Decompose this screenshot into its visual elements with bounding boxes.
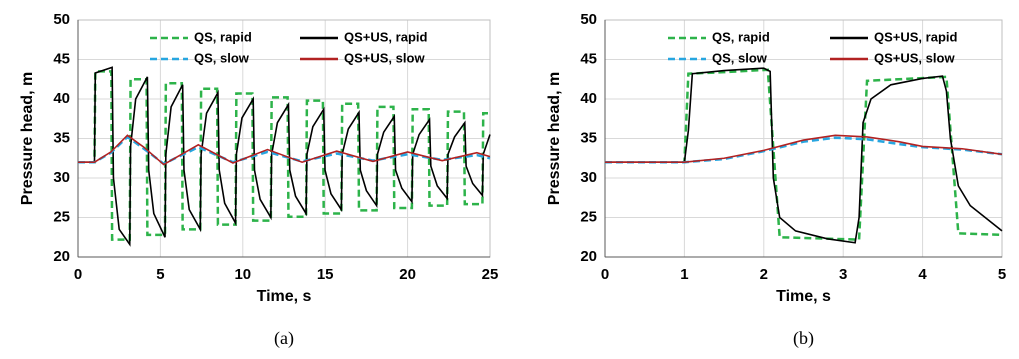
legend-label: QS, slow <box>712 50 768 65</box>
series-line <box>78 70 490 241</box>
legend-label: QS, slow <box>194 50 250 65</box>
y-tick-label: 40 <box>580 90 597 107</box>
y-tick-label: 45 <box>580 50 597 67</box>
legend-label: QS+US, rapid <box>874 29 957 44</box>
y-tick-label: 40 <box>53 90 70 107</box>
y-tick-label: 25 <box>580 208 597 225</box>
x-axis-label: Time, s <box>776 288 831 305</box>
y-tick-label: 30 <box>53 169 70 186</box>
x-tick-label: 25 <box>482 266 499 283</box>
y-tick-label: 20 <box>53 248 70 265</box>
x-tick-label: 15 <box>317 266 334 283</box>
legend-label: QS, rapid <box>712 29 770 44</box>
series-line <box>605 67 1003 244</box>
series-line <box>605 136 1003 164</box>
y-tick-label: 45 <box>53 50 70 67</box>
legend-label: QS+US, slow <box>874 50 955 65</box>
y-tick-label: 35 <box>53 129 70 146</box>
x-tick-label: 10 <box>234 266 251 283</box>
x-tick-label: 5 <box>998 266 1006 283</box>
y-tick-label: 25 <box>53 208 70 225</box>
x-axis-label: Time, s <box>257 288 312 305</box>
series-line <box>78 134 491 166</box>
x-tick-label: 5 <box>156 266 164 283</box>
y-tick-label: 35 <box>580 129 597 146</box>
y-axis-label: Pressure head, m <box>19 72 36 205</box>
y-tick-label: 50 <box>580 11 597 28</box>
y-axis-label: Pressure head, m <box>546 72 563 205</box>
panel-label: (b) <box>793 328 814 349</box>
x-tick-label: 0 <box>601 266 609 283</box>
panel-label: (a) <box>274 328 294 349</box>
x-tick-label: 20 <box>399 266 416 283</box>
legend-label: QS, rapid <box>194 29 252 44</box>
series-line <box>605 68 1003 241</box>
legend-label: QS+US, rapid <box>344 29 427 44</box>
series-line <box>78 66 491 247</box>
x-tick-label: 1 <box>680 266 688 283</box>
legend-label: QS+US, slow <box>344 50 425 65</box>
x-tick-label: 3 <box>839 266 847 283</box>
x-tick-label: 4 <box>918 266 927 283</box>
y-tick-label: 20 <box>580 248 597 265</box>
y-tick-label: 50 <box>53 11 70 28</box>
y-tick-label: 30 <box>580 169 597 186</box>
x-tick-label: 2 <box>760 266 768 283</box>
series-line <box>605 134 1003 163</box>
x-tick-label: 0 <box>74 266 82 283</box>
